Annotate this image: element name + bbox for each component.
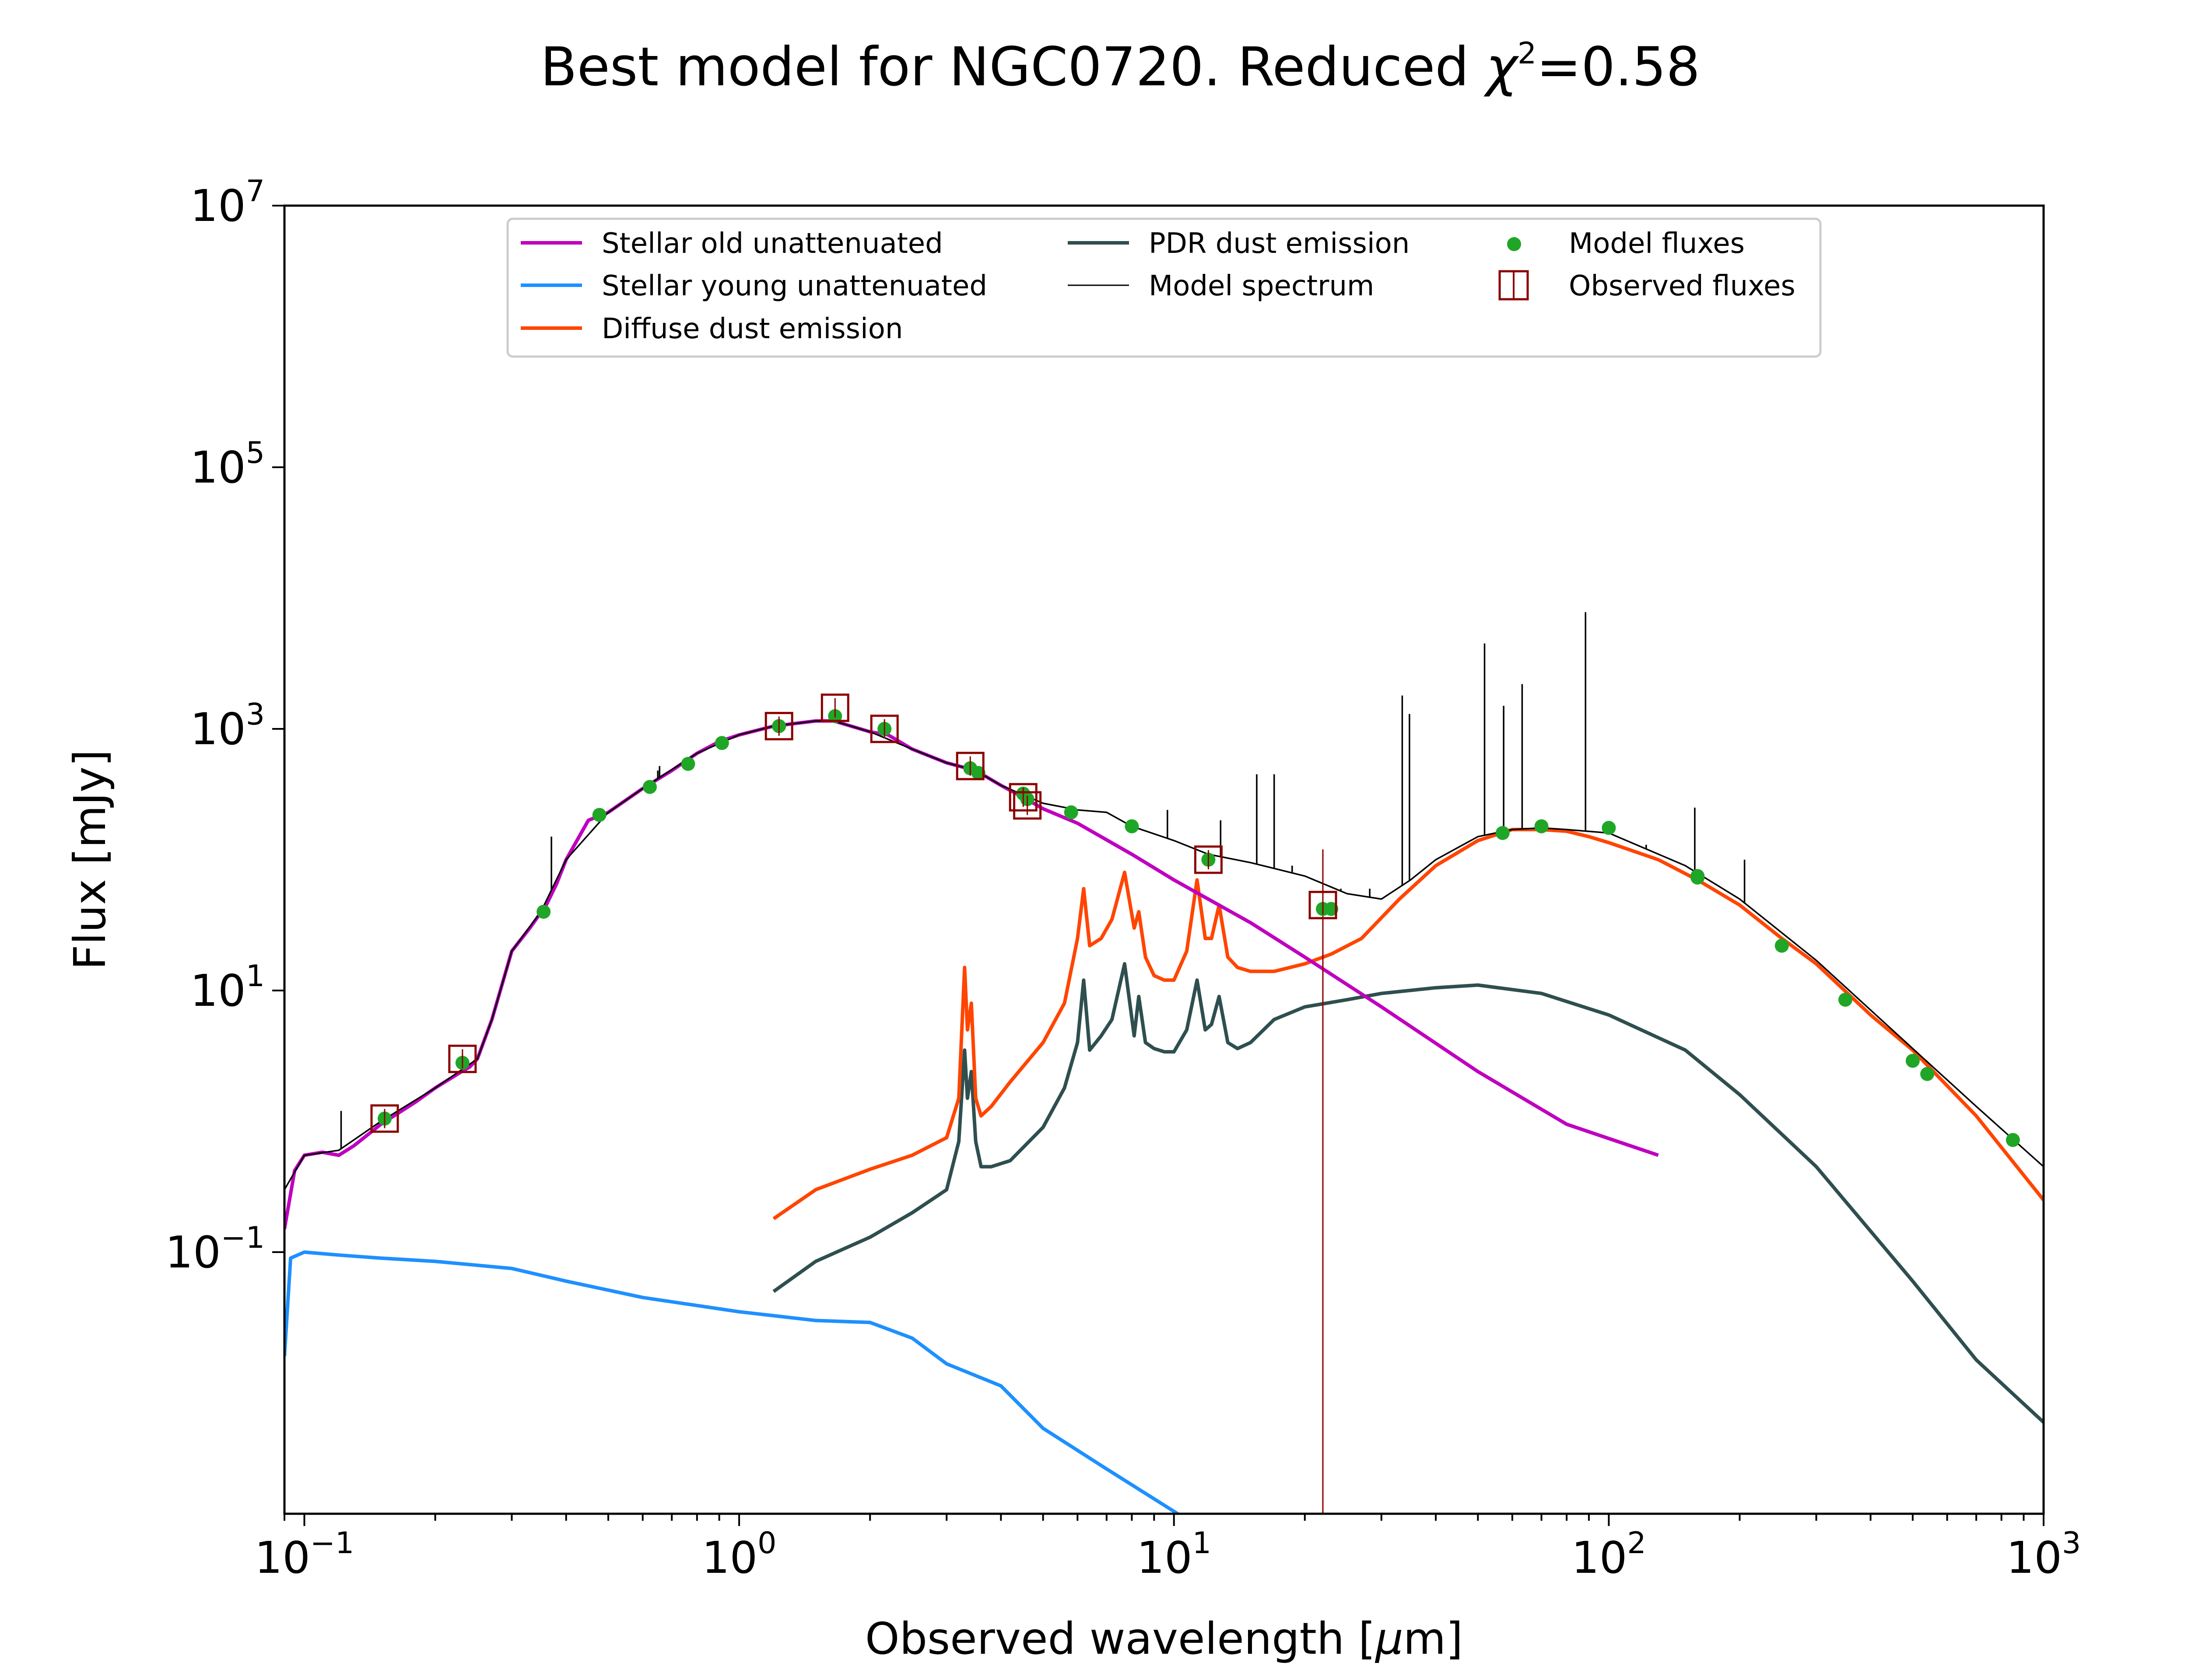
- model-flux-point: [1534, 819, 1549, 833]
- x-axis-label-mu: μ: [1375, 1613, 1403, 1664]
- y-axis-label: Flux [mJy]: [64, 749, 116, 970]
- chart-title: Best model for NGC0720. Reduced χ2=0.58: [540, 36, 1700, 98]
- plot-frame: [283, 204, 2045, 1515]
- model-flux-point: [592, 808, 607, 822]
- legend-label-observed-fluxes: Observed fluxes: [1569, 270, 1795, 302]
- series-line-model-spectrum: [284, 720, 2044, 1190]
- model-flux-point: [715, 736, 729, 750]
- observed-flux-marker: [1194, 845, 1223, 874]
- x-axis-label: Observed wavelength [μm]: [865, 1613, 1463, 1664]
- chart-title-chi: χ: [1483, 36, 1519, 98]
- observed-flux-marker: [448, 1044, 477, 1073]
- x-tick-label: 103: [2006, 1526, 2081, 1583]
- model-flux-point: [1920, 1067, 1935, 1081]
- tick-layer: 10−1 100 101 102 103 10−1 101 103 105 107: [165, 174, 2081, 1583]
- plot-area: [284, 206, 2044, 1514]
- model-flux-point: [1602, 821, 1616, 835]
- model-flux-point: [642, 780, 657, 794]
- series-line-stellar-young-unattenuated: [284, 1250, 1179, 1514]
- legend: Stellar old unattenuated Stellar young u…: [506, 217, 1822, 358]
- observed-flux-marker: [1013, 791, 1042, 820]
- model-flux-point: [1774, 938, 1789, 953]
- y-tick-label: 105: [190, 436, 265, 493]
- x-axis-label-post: m]: [1403, 1613, 1463, 1664]
- x-axis-label-pre: Observed wavelength [: [865, 1613, 1375, 1664]
- legend-label-stellar-young: Stellar young unattenuated: [602, 270, 987, 302]
- y-tick-label: 107: [190, 174, 265, 231]
- marker-layer: [370, 693, 2020, 1514]
- model-flux-point: [1495, 826, 1510, 840]
- model-flux-point: [1324, 902, 1339, 916]
- series-layer: [284, 612, 2044, 1514]
- y-tick-label: 101: [190, 959, 265, 1016]
- observed-flux-marker: [1009, 783, 1038, 812]
- legend-label-model-spectrum: Model spectrum: [1149, 270, 1374, 302]
- series-line-pdr-dust-emission: [772, 962, 2044, 1424]
- observed-flux-marker: [1308, 891, 1337, 920]
- observed-flux-marker: [870, 714, 899, 743]
- model-flux-point: [1838, 993, 1852, 1007]
- model-flux-point: [1905, 1054, 1920, 1068]
- model-flux-point: [536, 905, 551, 919]
- observed-flux-marker: [956, 752, 985, 780]
- observed-flux-marker: [370, 1104, 399, 1133]
- x-tick-label: 100: [702, 1526, 777, 1583]
- series-line-diffuse-dust-emission: [772, 828, 2044, 1220]
- model-flux-point: [2006, 1133, 2020, 1147]
- model-flux-point: [1064, 805, 1078, 819]
- legend-label-model-fluxes: Model fluxes: [1569, 228, 1745, 260]
- model-flux-point: [681, 757, 695, 771]
- model-flux-point: [1125, 819, 1139, 833]
- x-tick-label: 101: [1136, 1526, 1211, 1583]
- legend-label-diffuse-dust: Diffuse dust emission: [602, 313, 903, 345]
- chart-title-value: =0.58: [1536, 36, 1700, 98]
- model-flux-point: [971, 766, 985, 780]
- observed-flux-marker: [820, 693, 849, 722]
- x-tick-label: 10−1: [255, 1526, 354, 1583]
- model-flux-point: [1690, 870, 1705, 885]
- legend-label-pdr-dust: PDR dust emission: [1149, 228, 1410, 260]
- legend-box: [506, 217, 1822, 358]
- chart-title-main: Best model for NGC0720. Reduced: [540, 36, 1486, 98]
- legend-swatch-model-fluxes: [1507, 237, 1521, 251]
- y-tick-label: 10−1: [165, 1221, 265, 1278]
- x-tick-label: 102: [1571, 1526, 1646, 1583]
- y-tick-label: 103: [190, 697, 265, 755]
- chart-title-exponent: 2: [1518, 36, 1536, 71]
- legend-label-stellar-old: Stellar old unattenuated: [602, 228, 943, 260]
- observed-flux-marker: [764, 712, 793, 741]
